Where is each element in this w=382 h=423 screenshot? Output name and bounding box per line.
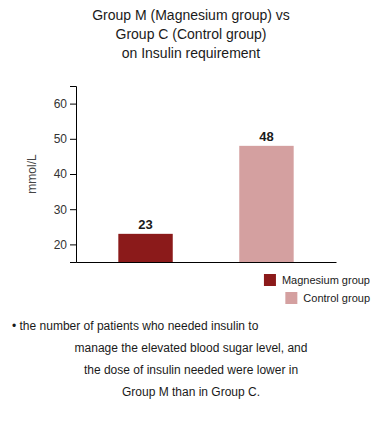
y-tick: 50 bbox=[54, 132, 76, 146]
annotations: • the number of patients who needed insu… bbox=[12, 319, 307, 399]
legend-label: Magnesium group bbox=[282, 274, 370, 286]
y-axis-line bbox=[70, 87, 77, 263]
y-tick-mark bbox=[70, 209, 76, 210]
y-axis: 20 30 40 50 60 bbox=[54, 87, 77, 263]
y-tick: 60 bbox=[54, 97, 76, 111]
legend: Magnesium group Control group bbox=[264, 274, 370, 304]
y-tick-mark bbox=[70, 174, 76, 175]
bar bbox=[239, 146, 293, 262]
title-line: Group M (Magnesium group) vs bbox=[92, 7, 290, 23]
y-tick-label: 50 bbox=[54, 132, 68, 146]
y-tick: 20 bbox=[54, 238, 76, 252]
legend-label: Control group bbox=[303, 292, 370, 304]
title: Group M (Magnesium group) vs Group C (Con… bbox=[92, 7, 290, 61]
y-tick-mark bbox=[70, 104, 76, 105]
y-tick-label: 60 bbox=[54, 97, 68, 111]
annotation: Group M than in Group C. bbox=[122, 385, 260, 399]
title-line: Group C (Control group) bbox=[116, 26, 267, 42]
data-label: 48 bbox=[259, 129, 273, 144]
annotation: the dose of insulin needed were lower in bbox=[84, 363, 298, 377]
annotation: • the number of patients who needed insu… bbox=[12, 319, 259, 333]
bar bbox=[118, 234, 172, 262]
data-label: 23 bbox=[138, 217, 152, 232]
y-axis-title: mmol/L bbox=[25, 154, 39, 194]
y-tick: 30 bbox=[54, 203, 76, 217]
y-tick-label: 20 bbox=[54, 238, 68, 252]
x-axis bbox=[77, 262, 337, 263]
x-axis-line bbox=[77, 262, 337, 263]
bars bbox=[118, 146, 293, 262]
legend-swatch bbox=[264, 274, 276, 286]
y-tick: 40 bbox=[54, 167, 76, 181]
y-tick-mark bbox=[70, 139, 76, 140]
y-tick-label: 40 bbox=[54, 167, 68, 181]
data-labels: 23 48 bbox=[138, 129, 273, 232]
legend-swatch bbox=[285, 292, 297, 304]
legend-item: Magnesium group bbox=[264, 274, 370, 286]
annotation: manage the elevated blood sugar level, a… bbox=[75, 341, 308, 355]
legend-item: Control group bbox=[285, 292, 370, 304]
y-tick-label: 30 bbox=[54, 203, 68, 217]
chart: Group M (Magnesium group) vs Group C (Con… bbox=[0, 0, 382, 423]
title-line: on Insulin requirement bbox=[122, 45, 261, 61]
y-tick-mark bbox=[70, 244, 76, 245]
